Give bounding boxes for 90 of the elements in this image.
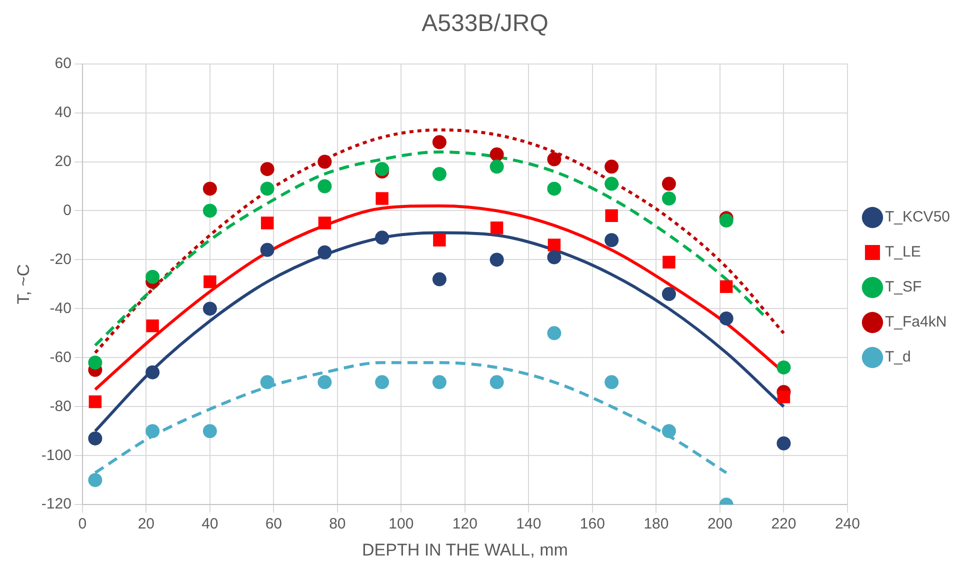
point	[662, 424, 676, 438]
y-tick-label: -100	[41, 446, 72, 464]
x-tick-label: 60	[265, 516, 282, 533]
x-tick-label: 180	[644, 516, 669, 533]
point	[376, 192, 388, 205]
point	[260, 242, 274, 257]
y-tick-label: -20	[50, 250, 72, 268]
point	[604, 233, 619, 248]
legend-label: T_SF	[884, 278, 922, 296]
point	[776, 436, 791, 450]
point	[260, 216, 274, 230]
line-series	[94, 128, 786, 354]
x-tick-label: 20	[138, 516, 155, 533]
x-tick-label: 80	[329, 516, 346, 533]
y-tick-label: -60	[50, 348, 72, 366]
y-tick-label: -40	[50, 300, 72, 317]
y-tick-label: -80	[50, 398, 72, 415]
point	[490, 375, 504, 390]
point	[375, 230, 390, 245]
point	[719, 214, 734, 228]
x-tick-label: 100	[388, 516, 414, 533]
point	[318, 245, 332, 260]
x-tick-label: 40	[202, 516, 218, 533]
point	[547, 250, 562, 264]
point	[88, 431, 102, 446]
point	[662, 176, 676, 191]
point	[719, 311, 734, 326]
x-tick-label: 240	[834, 516, 860, 533]
point	[202, 424, 217, 438]
point	[547, 326, 562, 340]
point	[662, 256, 676, 269]
x-axis-title: DEPTH IN THE WALL, mm	[362, 540, 568, 560]
point	[604, 375, 619, 390]
point	[605, 209, 618, 222]
point	[604, 176, 619, 191]
point	[777, 390, 790, 404]
point	[490, 160, 504, 174]
y-tick-label: 40	[54, 104, 72, 121]
legend-label: T_Fa4kN	[884, 314, 947, 331]
point	[604, 160, 619, 174]
point	[375, 162, 390, 176]
x-tick-label: 140	[516, 516, 542, 533]
point	[547, 182, 562, 196]
point	[720, 280, 733, 294]
y-axis-title: T, ~C	[14, 264, 33, 304]
point	[433, 234, 446, 246]
point	[490, 222, 504, 234]
point	[318, 179, 332, 194]
x-tick-label: 200	[707, 516, 732, 533]
point	[318, 375, 332, 390]
point	[146, 319, 159, 332]
point	[432, 135, 446, 150]
point	[318, 154, 332, 169]
point	[548, 238, 561, 252]
point	[146, 365, 160, 380]
point	[260, 182, 274, 196]
point	[260, 162, 274, 176]
x-tick-label: 0	[78, 516, 87, 533]
point	[146, 270, 160, 284]
point	[547, 152, 562, 166]
y-tick-label: 20	[54, 152, 72, 170]
point	[490, 252, 504, 267]
legend-label: T_LE	[884, 244, 921, 261]
point	[204, 275, 216, 288]
x-tick-label: 220	[771, 516, 796, 533]
point	[318, 216, 332, 230]
point	[432, 167, 446, 181]
point	[432, 272, 446, 286]
point	[202, 302, 217, 316]
point	[88, 395, 102, 408]
y-tick-label: 0	[63, 202, 72, 219]
y-tick-label: -120	[41, 496, 72, 513]
point	[375, 375, 390, 390]
point	[662, 191, 676, 206]
point	[202, 204, 217, 218]
point	[202, 182, 217, 196]
point	[146, 424, 160, 438]
x-tick-label: 120	[452, 516, 478, 533]
point	[88, 356, 102, 370]
point	[490, 147, 504, 162]
legend-label: T_d	[884, 348, 911, 366]
legend-label: T_KCV50	[884, 208, 950, 226]
x-tick-label: 160	[580, 516, 605, 533]
point	[432, 375, 446, 390]
chart-title: A533B/JRQ	[422, 10, 548, 38]
y-tick-label: 60	[54, 54, 72, 72]
point	[260, 375, 274, 390]
point	[662, 286, 676, 301]
point	[88, 473, 102, 488]
point	[776, 360, 791, 374]
